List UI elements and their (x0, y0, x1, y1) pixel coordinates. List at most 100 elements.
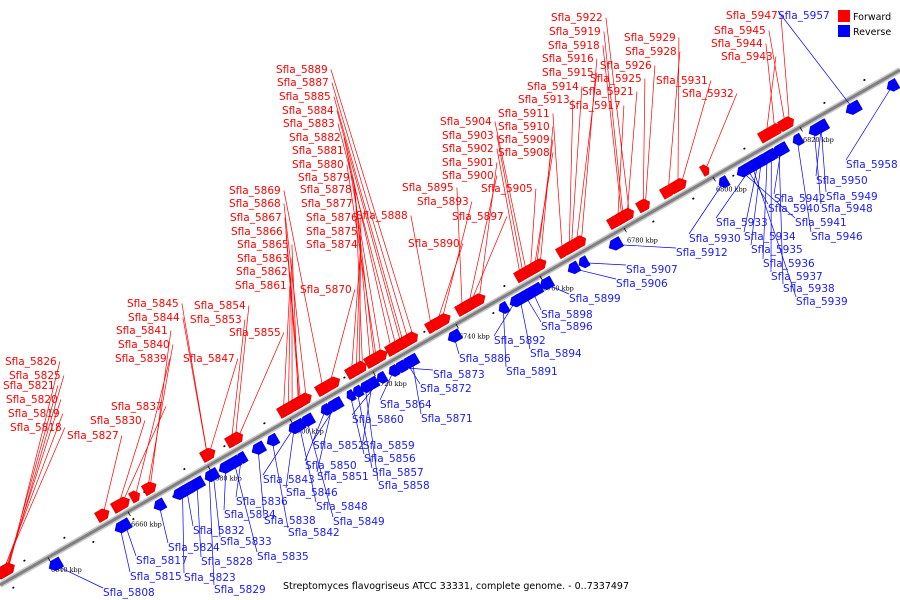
scale-tick-mark (207, 465, 211, 471)
reverse-label-connector (815, 126, 822, 177)
gene-arrow-sfla-5837 (111, 496, 130, 514)
reverse-gene-label: Sfla_5942 (774, 193, 826, 205)
forward-label-connector (283, 190, 324, 389)
forward-gene-label: Sfla_5879 (298, 172, 350, 184)
gene-arrow-sfla-5958 (886, 77, 900, 92)
forward-gene-label: Sfla_5918 (548, 40, 600, 52)
forward-label-connector (337, 123, 397, 347)
forward-gene-label: Sfla_5866 (231, 226, 283, 238)
minor-tick (92, 540, 95, 544)
forward-label-connector (539, 126, 554, 265)
scale-tick-label: 6680 kbp (211, 475, 242, 483)
reverse-gene-label: Sfla_5912 (676, 247, 728, 259)
gene-arrow-sfla-5838 (251, 440, 268, 455)
forward-gene-label: Sfla_5890 (408, 238, 460, 250)
scale-tick-mark (539, 275, 543, 281)
forward-label-connector (2, 413, 64, 572)
forward-gene-label: Sfla_5870 (300, 284, 352, 296)
forward-label-connector (336, 110, 402, 345)
forward-label-connector (552, 113, 563, 252)
forward-gene-label: Sfla_5917 (569, 100, 621, 112)
reverse-label-connector (813, 130, 822, 205)
reverse-label-connector (262, 428, 294, 476)
gene-arrow-sfla-5947 (782, 116, 794, 130)
reverse-gene-label: Sfla_5938 (783, 283, 835, 295)
forward-gene-label: Sfla_5867 (230, 212, 282, 224)
forward-label-connector (346, 164, 377, 359)
reverse-gene-label: Sfla_5829 (214, 584, 266, 596)
reverse-gene-label: Sfla_5864 (380, 399, 432, 411)
reverse-label-connector (306, 420, 334, 518)
forward-gene-label: Sfla_5862 (236, 266, 288, 278)
forward-gene-label: Sfla_5826 (5, 356, 57, 368)
gene-arrow-sfla-5841 (141, 481, 157, 497)
forward-label-connector (333, 96, 404, 343)
forward-gene-label: Sfla_5839 (115, 353, 167, 365)
reverse-gene-label: Sfla_5833 (220, 536, 272, 548)
reverse-label-connector (741, 171, 796, 219)
scale-tick-mark (372, 371, 376, 377)
gene-arrow-sfla-5930 (718, 175, 731, 189)
reverse-label-connector (777, 10, 854, 109)
gene-arrow-sfla-5891 (498, 300, 511, 315)
reverse-label-connector (208, 476, 215, 586)
forward-gene-label: Sfla_5875 (306, 226, 358, 238)
gene-arrow-sfla-5916 (574, 235, 586, 249)
gene-arrow-sfla-5868 (298, 392, 312, 407)
reverse-gene-label: Sfla_5899 (569, 293, 621, 305)
forward-gene-label: Sfla_5863 (237, 253, 289, 265)
reverse-gene-label: Sfla_5950 (816, 175, 868, 187)
reverse-label-connector (223, 467, 227, 511)
minor-tick (223, 445, 226, 448)
minor-tick (863, 78, 866, 82)
minor-tick (63, 536, 66, 539)
reverse-label-connector (119, 527, 131, 573)
reverse-label-connector (615, 244, 677, 249)
forward-label-connector (208, 358, 239, 454)
forward-gene-label: Sfla_5921 (582, 86, 634, 98)
forward-label-connector (410, 215, 432, 327)
scale-tick-mark (799, 127, 803, 132)
forward-label-connector (765, 43, 776, 131)
genome-axis-layer (0, 67, 900, 588)
reverse-gene-label: Sfla_5860 (352, 414, 404, 426)
minor-tick (132, 517, 135, 521)
reverse-label-connector (796, 140, 812, 233)
forward-label-connector (6, 385, 59, 570)
forward-gene-label: Sfla_5882 (289, 132, 341, 144)
reverse-label-connector (502, 308, 507, 368)
minor-tick (12, 586, 15, 589)
gene-arrow-sfla-5899 (539, 275, 556, 291)
forward-gene-label: Sfla_5855 (229, 327, 281, 339)
genes-layer (0, 77, 900, 580)
gene-arrow-sfla-5912 (608, 236, 625, 251)
forward-gene-label: Sfla_5893 (417, 196, 469, 208)
gene-arrow-sfla-5946 (792, 132, 805, 146)
forward-gene-label: Sfla_5837 (111, 401, 163, 413)
gene-arrow-sfla-5907 (578, 255, 591, 269)
reverse-gene-label: Sfla_5808 (103, 587, 155, 599)
minor-tick (732, 174, 735, 177)
gene-labels-layer: Sfla_5818Sfla_5819Sfla_5820Sfla_5821Sfla… (3, 10, 898, 599)
forward-label-connector (149, 330, 172, 488)
gene-arrow-sfla-5886 (447, 328, 464, 343)
minor-tick (743, 147, 746, 150)
reverse-gene-label: Sfla_5856 (364, 453, 416, 465)
forward-label-connector (283, 203, 307, 399)
forward-label-connector (530, 188, 537, 271)
gene-arrow-sfla-5889 (406, 331, 418, 345)
forward-gene-label: Sfla_5943 (721, 51, 773, 63)
reverse-gene-label: Sfla_5896 (541, 321, 593, 333)
forward-gene-label: Sfla_5825 (9, 370, 61, 382)
gene-arrow-sfla-5839 (128, 490, 140, 504)
forward-gene-label: Sfla_5841 (116, 325, 168, 337)
forward-label-connector (603, 31, 624, 217)
scale-tick-label: 6800 kbp (716, 186, 747, 194)
gene-arrow-sfla-5957 (845, 99, 863, 115)
reverse-label-connector (583, 262, 627, 266)
scale-tick-mark (455, 323, 459, 329)
reverse-label-connector (743, 162, 759, 233)
forward-gene-label: Sfla_5925 (590, 73, 642, 85)
reverse-label-connector (158, 505, 169, 544)
reverse-label-connector (54, 564, 104, 589)
